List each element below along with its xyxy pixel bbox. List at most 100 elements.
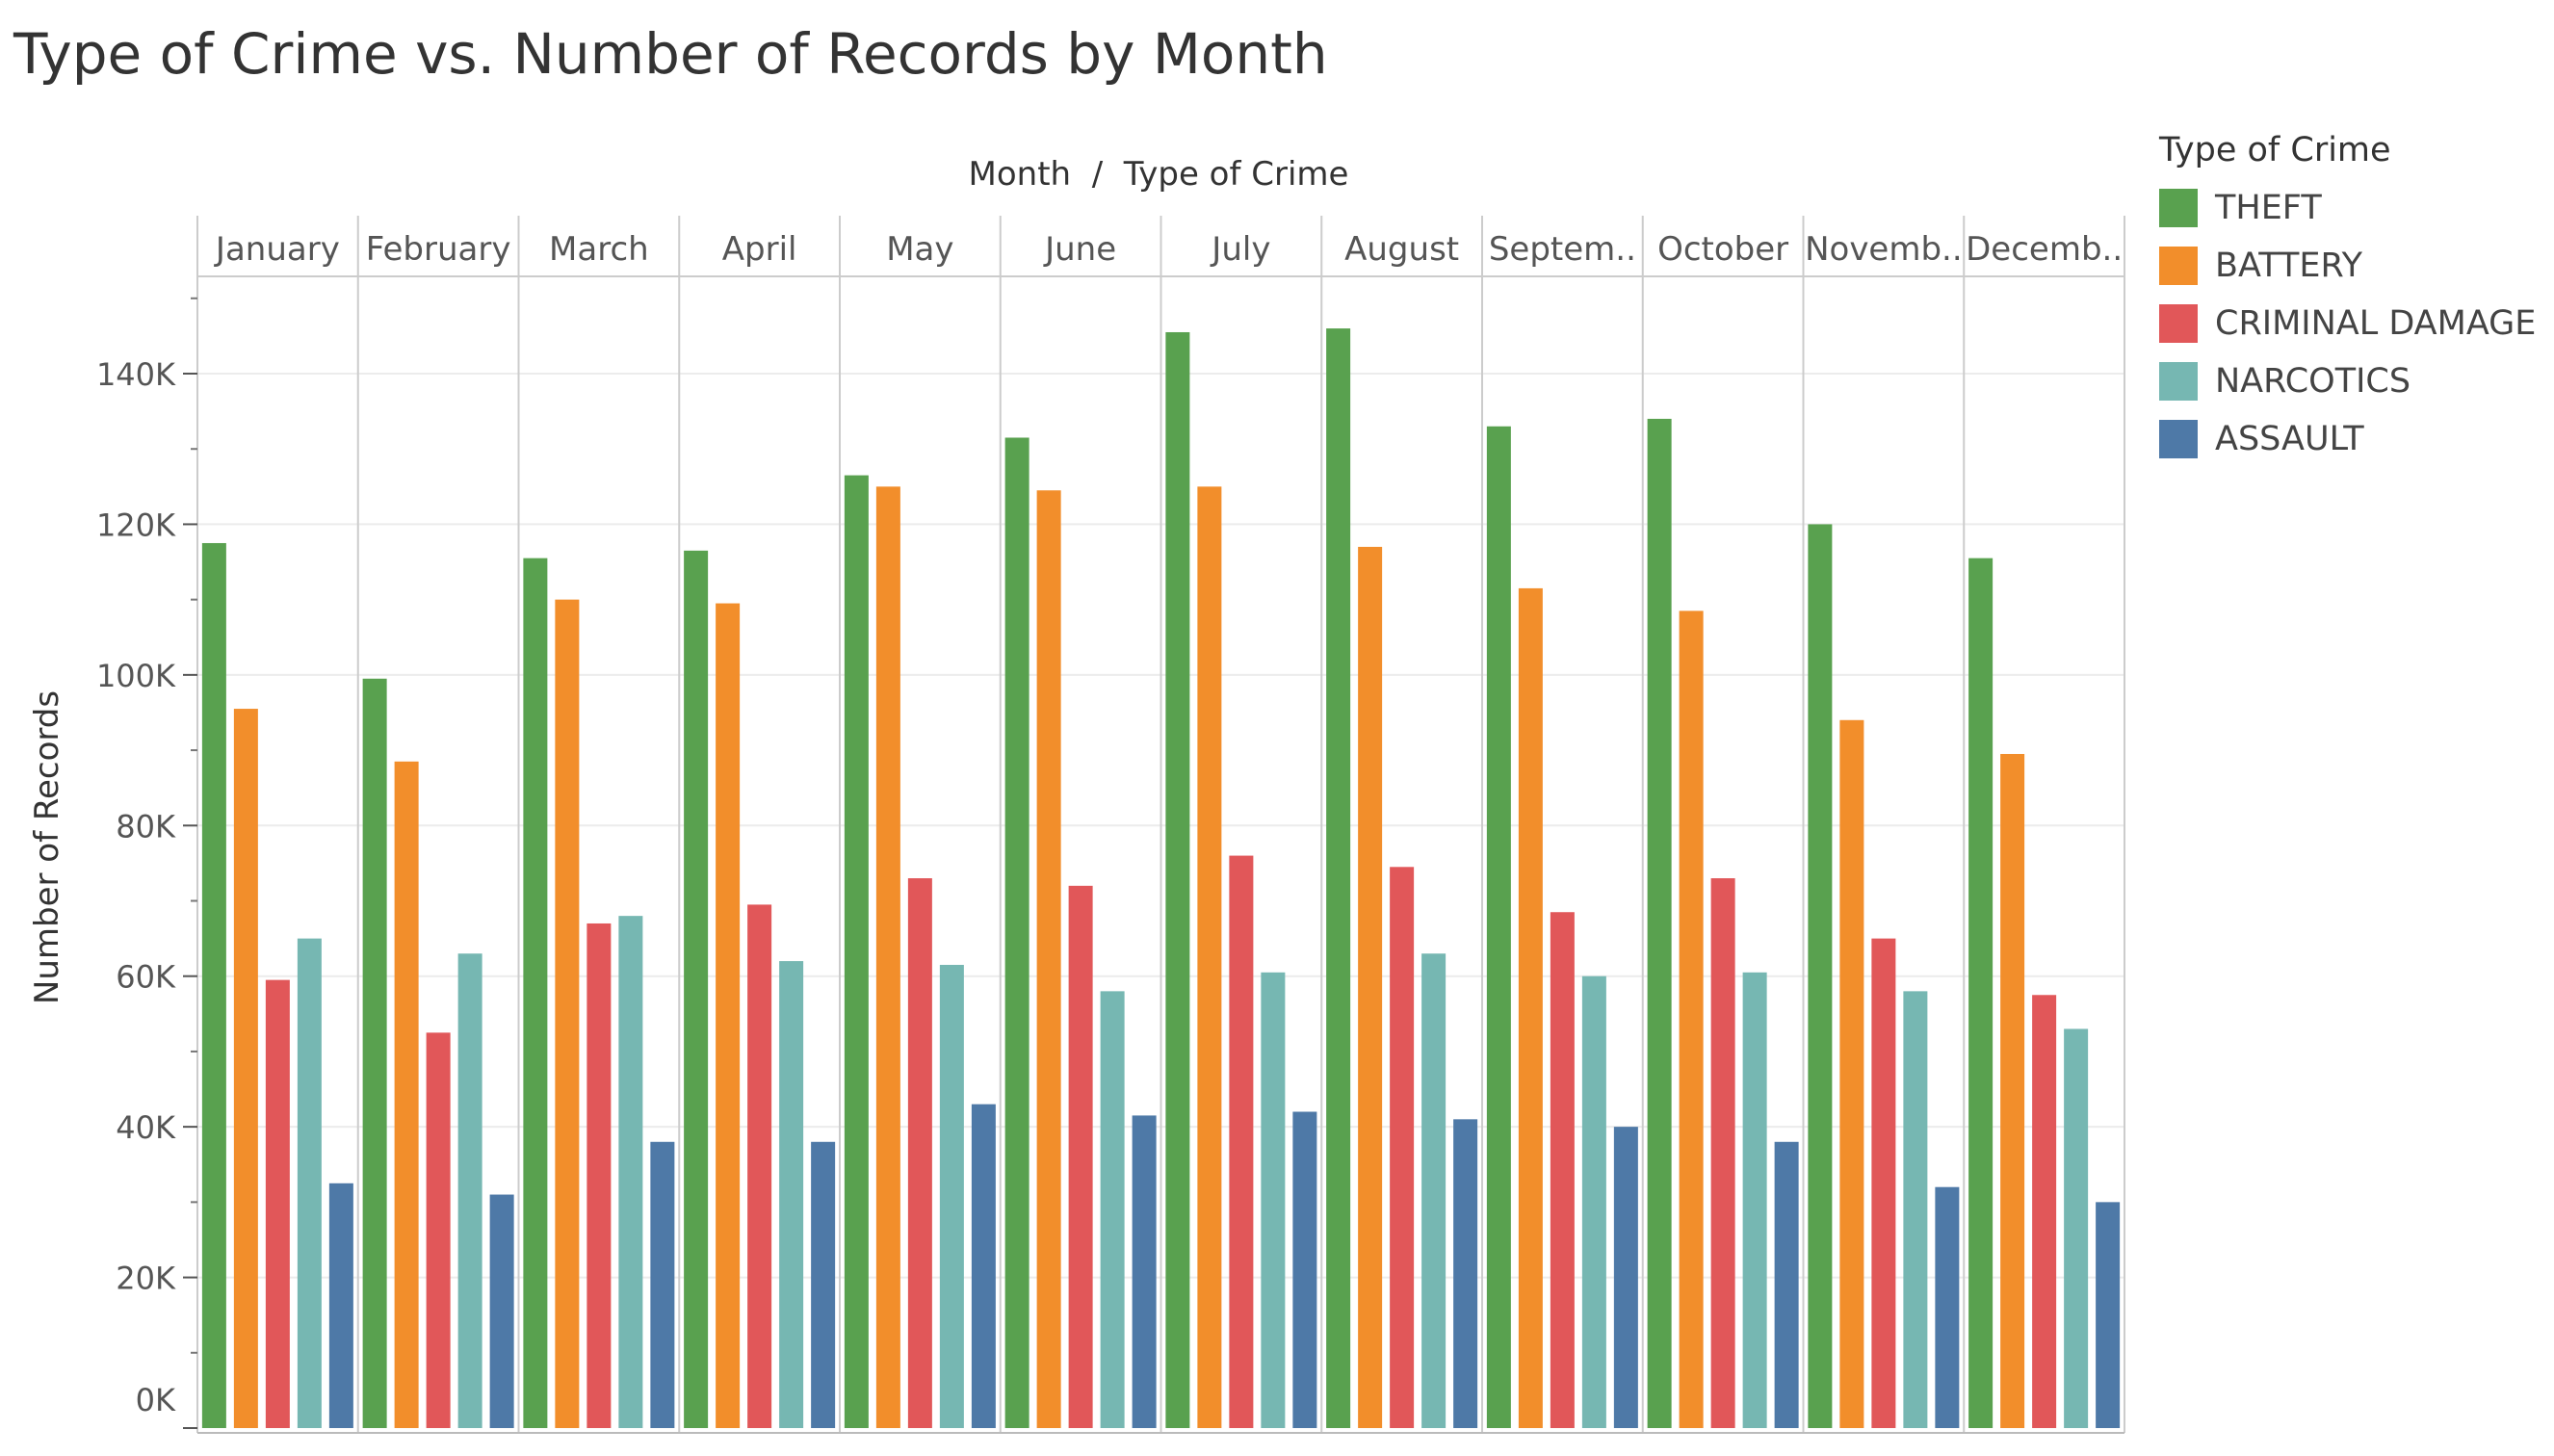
y-axis-label: Number of Records: [28, 690, 66, 1004]
bar: [1518, 587, 1543, 1428]
bar: [1486, 426, 1511, 1428]
bar: [328, 1183, 353, 1428]
y-axis: 0K 20K 40K 60K 80K 100K 120K 140K: [96, 297, 197, 1429]
bar: [555, 599, 580, 1428]
legend-item: BATTERY: [2159, 237, 2536, 295]
bar: [1358, 546, 1383, 1428]
legend-item: ASSAULT: [2159, 410, 2536, 468]
bar: [1679, 611, 1704, 1428]
bar: [2096, 1202, 2121, 1428]
bar: [1197, 486, 1222, 1429]
month-label: Decemb..: [1966, 230, 2123, 269]
bar: [1068, 885, 1093, 1428]
month-header: January February March April May June July Augu…: [214, 230, 2123, 269]
bar: [1453, 1119, 1478, 1428]
bar: [2032, 995, 2057, 1428]
bar: [811, 1141, 836, 1428]
bar: [426, 1032, 451, 1428]
bar: [747, 904, 772, 1428]
legend-swatch: [2159, 304, 2198, 343]
month-label: April: [722, 230, 797, 269]
bar: [1871, 938, 1896, 1428]
chart-title: Type of Crime vs. Number of Records by M…: [13, 21, 1328, 87]
legend-label: CRIMINAL DAMAGE: [2215, 304, 2537, 343]
bar: [1710, 878, 1735, 1428]
legend-swatch: [2159, 189, 2198, 227]
y-tick-label: 0K: [136, 1382, 176, 1418]
bar: [586, 923, 612, 1428]
bar: [618, 916, 643, 1428]
bar: [1581, 975, 1606, 1428]
bar: [716, 603, 741, 1428]
bar: [1839, 719, 1864, 1428]
bar: [1292, 1111, 1317, 1428]
legend-swatch: [2159, 420, 2198, 458]
bar: [1261, 972, 1286, 1428]
bar: [779, 961, 804, 1428]
bar: [2000, 753, 2025, 1428]
month-label: Novemb..: [1805, 230, 1963, 269]
bar: [1613, 1127, 1638, 1428]
bar: [2064, 1028, 2089, 1428]
bar: [523, 558, 548, 1428]
bars: [201, 328, 2121, 1429]
bar: [1326, 328, 1351, 1429]
bar: [875, 486, 900, 1429]
bar: [1808, 524, 1833, 1428]
bar: [1968, 558, 1994, 1428]
legend-swatch: [2159, 362, 2198, 401]
bar: [971, 1104, 996, 1428]
bar: [650, 1141, 675, 1428]
bar: [684, 550, 709, 1428]
bar: [265, 979, 290, 1428]
legend-item: THEFT: [2159, 179, 2536, 237]
legend-label: THEFT: [2215, 189, 2322, 227]
month-label: February: [366, 230, 511, 269]
bar: [1004, 437, 1029, 1428]
bar: [489, 1194, 514, 1428]
month-label: June: [1043, 230, 1116, 269]
bar: [1935, 1186, 1960, 1428]
bar: [1550, 912, 1575, 1428]
month-label: March: [549, 230, 649, 269]
header-label: Month / Type of Crime: [969, 155, 1349, 194]
bar: [201, 542, 226, 1428]
month-label: January: [214, 230, 340, 269]
bar: [844, 475, 869, 1428]
month-label: October: [1657, 230, 1788, 269]
bar: [1229, 855, 1254, 1428]
y-tick-label: 100K: [96, 658, 176, 694]
chart-frame: [196, 216, 2125, 1434]
bar: [394, 761, 419, 1428]
month-label: May: [886, 230, 953, 269]
legend-label: BATTERY: [2215, 247, 2362, 285]
bar: [1165, 331, 1190, 1428]
bar: [457, 953, 482, 1428]
bar: [907, 878, 932, 1428]
legend-item: NARCOTICS: [2159, 352, 2536, 410]
bar: [1647, 418, 1672, 1428]
bar: [1390, 867, 1415, 1428]
month-label: August: [1344, 230, 1459, 269]
legend-item: CRIMINAL DAMAGE: [2159, 295, 2536, 352]
bar: [362, 678, 387, 1428]
bar: [297, 938, 322, 1428]
y-tick-label: 120K: [96, 507, 176, 543]
y-tick-label: 80K: [116, 808, 176, 845]
month-label: July: [1210, 230, 1270, 269]
legend-items: THEFT BATTERY CRIMINAL DAMAGE NARCOTICS ASSA…: [2159, 179, 2536, 468]
y-tick-label: 60K: [116, 959, 176, 996]
y-tick-label: 140K: [96, 356, 176, 393]
legend: Type of Crime THEFT BATTERY CRIMINAL DAMAG…: [2159, 131, 2536, 468]
bar: [1132, 1115, 1157, 1428]
legend-swatch: [2159, 247, 2198, 285]
legend-title: Type of Crime: [2159, 131, 2391, 169]
month-label: Septem..: [1489, 230, 1636, 269]
bar: [1421, 953, 1446, 1428]
legend-label: NARCOTICS: [2215, 362, 2411, 401]
legend-label: ASSAULT: [2215, 420, 2364, 458]
bar: [1903, 991, 1928, 1428]
bar: [1742, 972, 1767, 1428]
y-tick-label: 40K: [116, 1109, 176, 1146]
